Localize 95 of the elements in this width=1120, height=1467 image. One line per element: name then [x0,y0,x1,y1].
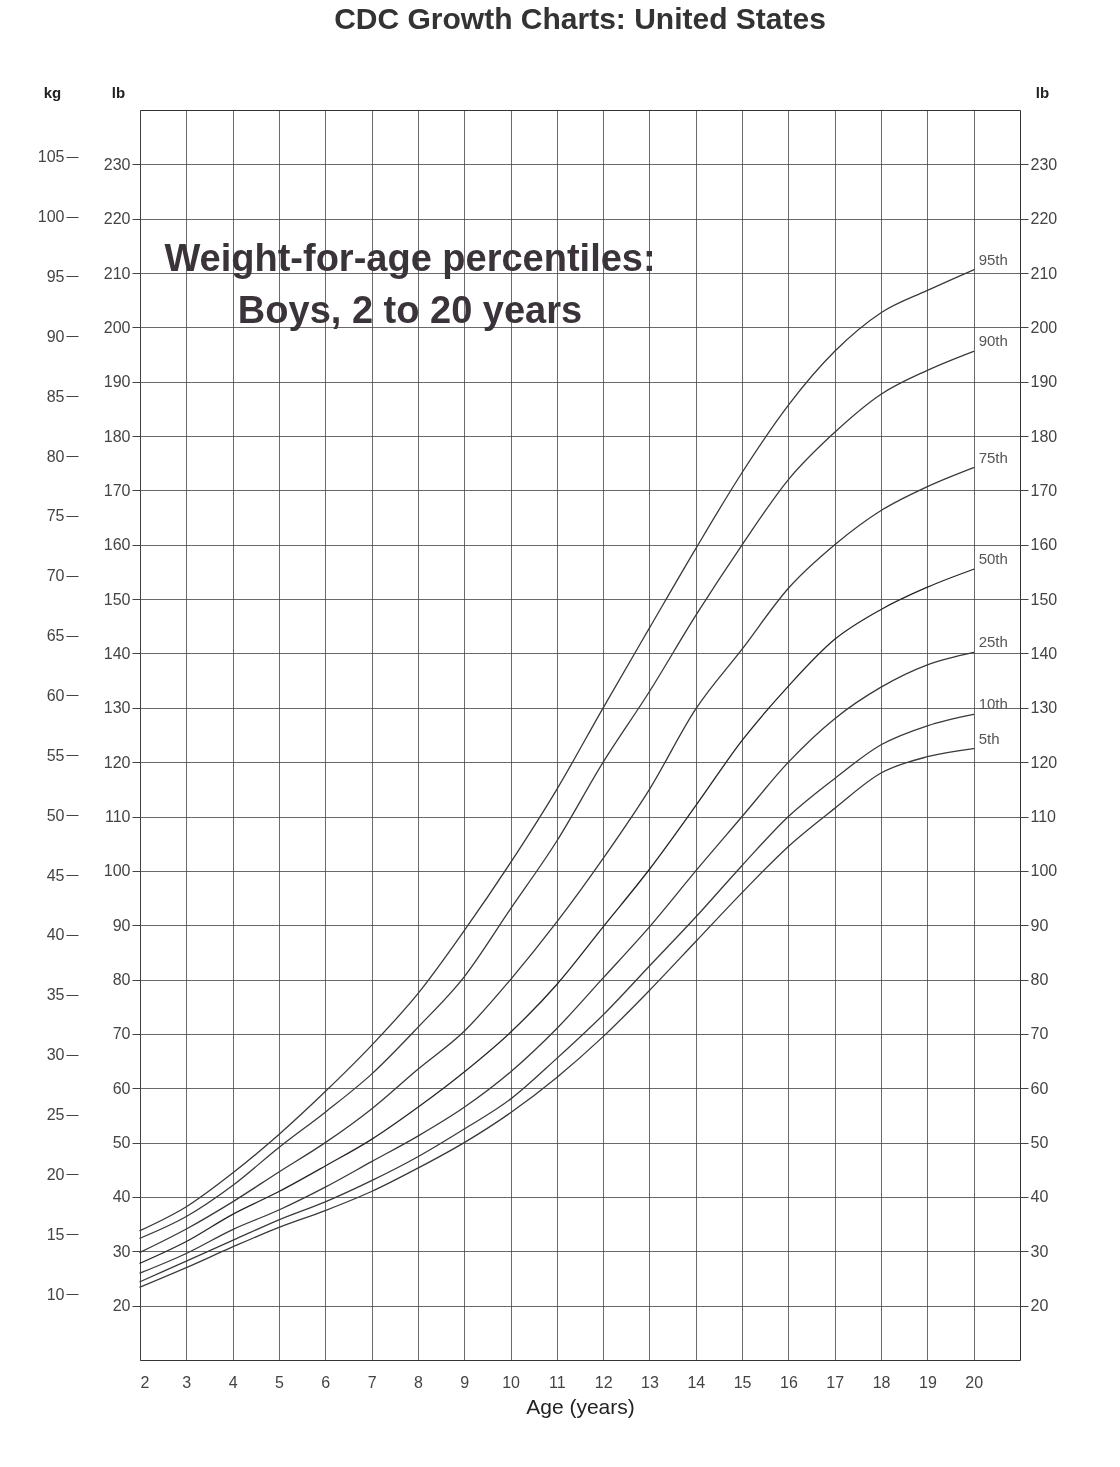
x-tick-label: 17 [826,1373,845,1391]
y3-tick-label: 200 [1030,318,1058,336]
y-tick-label: 40 [112,1188,131,1206]
y3-tick-label: 30 [1030,1242,1049,1260]
series-label: 50th [978,550,1008,568]
y3-tick-label: 80 [1030,971,1049,989]
x-tick-label: 8 [413,1373,423,1391]
x-tick-label: 10 [502,1373,521,1391]
y2-tick-label: 40 [46,926,65,944]
y3-tick-label: 230 [1030,155,1058,173]
y2-axis-title: kg [43,83,62,101]
y2-tick-label: 75 [46,507,65,525]
series-label: 75th [978,448,1008,466]
y-tick-label: 190 [103,373,131,391]
y-tick-label: 220 [103,210,131,228]
y2-tick-label: 95 [46,267,65,285]
y2-tick-label: 105 [37,148,65,166]
y3-tick-label: 40 [1030,1188,1049,1206]
y-tick-label: 80 [112,971,131,989]
y2-tick-label: 25 [46,1106,65,1124]
chart-title: CDC Growth Charts: United States [334,2,826,35]
x-tick-label: 12 [594,1373,613,1391]
x-tick-label: 5 [274,1373,284,1391]
y2-tick-label: 65 [46,627,65,645]
y2-tick-label: 100 [37,208,65,226]
x-tick-label: 7 [367,1373,377,1391]
y3-tick-label: 130 [1030,699,1058,717]
y2-tick-label: 45 [46,866,65,884]
y-tick-label: 230 [103,155,131,173]
x-tick-label: 4 [228,1373,238,1391]
x-tick-label: 19 [918,1373,937,1391]
y-tick-label: 210 [103,264,131,282]
y-tick-label: 60 [112,1079,131,1097]
y2-tick-label: 55 [46,746,65,764]
y3-tick-label: 50 [1030,1134,1049,1152]
x-tick-label: 11 [549,1373,566,1391]
y3-tick-label: 20 [1030,1297,1049,1315]
y-tick-label: 140 [103,644,131,662]
y3-tick-label: 150 [1030,590,1058,608]
y2-tick-label: 35 [46,986,65,1004]
y3-tick-label: 100 [1030,862,1058,880]
series-label: 5th [978,729,1000,747]
y-tick-label: 120 [103,753,131,771]
y-tick-label: 130 [103,699,131,717]
x-tick-label: 13 [641,1373,659,1391]
x-tick-label: 18 [872,1373,891,1391]
series-label: 95th [978,250,1008,268]
y3-tick-label: 220 [1030,210,1058,228]
y-tick-label: 200 [103,318,131,336]
y-tick-label: 160 [103,536,131,554]
y-axis-title: lb [111,83,126,101]
y3-tick-label: 120 [1030,753,1058,771]
y3-tick-label: 160 [1030,536,1058,554]
y-tick-label: 20 [112,1297,131,1315]
x-tick-label: 15 [733,1373,752,1391]
y-tick-label: 150 [103,590,131,608]
x-tick-label: 14 [687,1373,706,1391]
x-tick-label: 16 [780,1373,798,1391]
y2-tick-label: 85 [46,387,65,405]
y2-tick-label: 15 [46,1225,65,1243]
y3-tick-label: 110 [1030,808,1057,826]
y2-tick-label: 50 [46,806,65,824]
y-tick-label: 90 [112,916,131,934]
y3-axis-title: lb [1035,83,1050,101]
y-tick-label: 100 [103,862,131,880]
y3-tick-label: 140 [1030,644,1058,662]
y3-tick-label: 170 [1030,481,1058,499]
x-tick-label: 2 [140,1373,150,1391]
x-tick-label: 3 [182,1373,192,1391]
y-tick-label: 30 [112,1242,131,1260]
y2-tick-label: 20 [46,1165,65,1183]
series-label: 90th [978,332,1008,350]
y-tick-label: 170 [103,481,131,499]
x-tick-label: 6 [321,1373,331,1391]
y3-tick-label: 190 [1030,373,1058,391]
y3-tick-label: 60 [1030,1079,1049,1097]
y-tick-label: 70 [112,1025,131,1043]
y2-tick-label: 80 [46,447,65,465]
y3-tick-label: 210 [1030,264,1058,282]
x-tick-label: 20 [965,1373,984,1391]
y2-tick-label: 90 [46,327,65,345]
x-tick-label: 9 [460,1373,470,1391]
y2-tick-label: 10 [46,1285,65,1303]
x-axis-title: Age (years) [526,1394,635,1418]
y-tick-label: 50 [112,1134,131,1152]
y2-tick-label: 70 [46,567,65,585]
y-tick-label: 180 [103,427,131,445]
series-label: 25th [978,633,1008,651]
y-tick-label: 110 [104,808,131,826]
y3-tick-label: 70 [1030,1025,1049,1043]
y3-tick-label: 180 [1030,427,1058,445]
series-label: 10th [978,695,1008,713]
y3-tick-label: 90 [1030,916,1049,934]
y2-tick-label: 60 [46,686,65,704]
y2-tick-label: 30 [46,1046,65,1064]
